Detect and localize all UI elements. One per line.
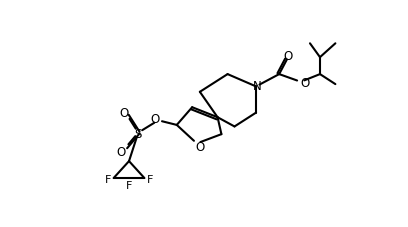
Text: O: O [151, 113, 160, 126]
Text: O: O [119, 107, 128, 120]
Text: O: O [300, 77, 309, 90]
Text: O: O [284, 50, 293, 63]
Text: F: F [126, 180, 132, 190]
Text: N: N [253, 80, 261, 93]
Text: O: O [195, 140, 204, 153]
Text: O: O [117, 145, 126, 158]
Text: F: F [146, 174, 153, 184]
Text: F: F [105, 174, 111, 184]
Text: S: S [134, 127, 141, 140]
